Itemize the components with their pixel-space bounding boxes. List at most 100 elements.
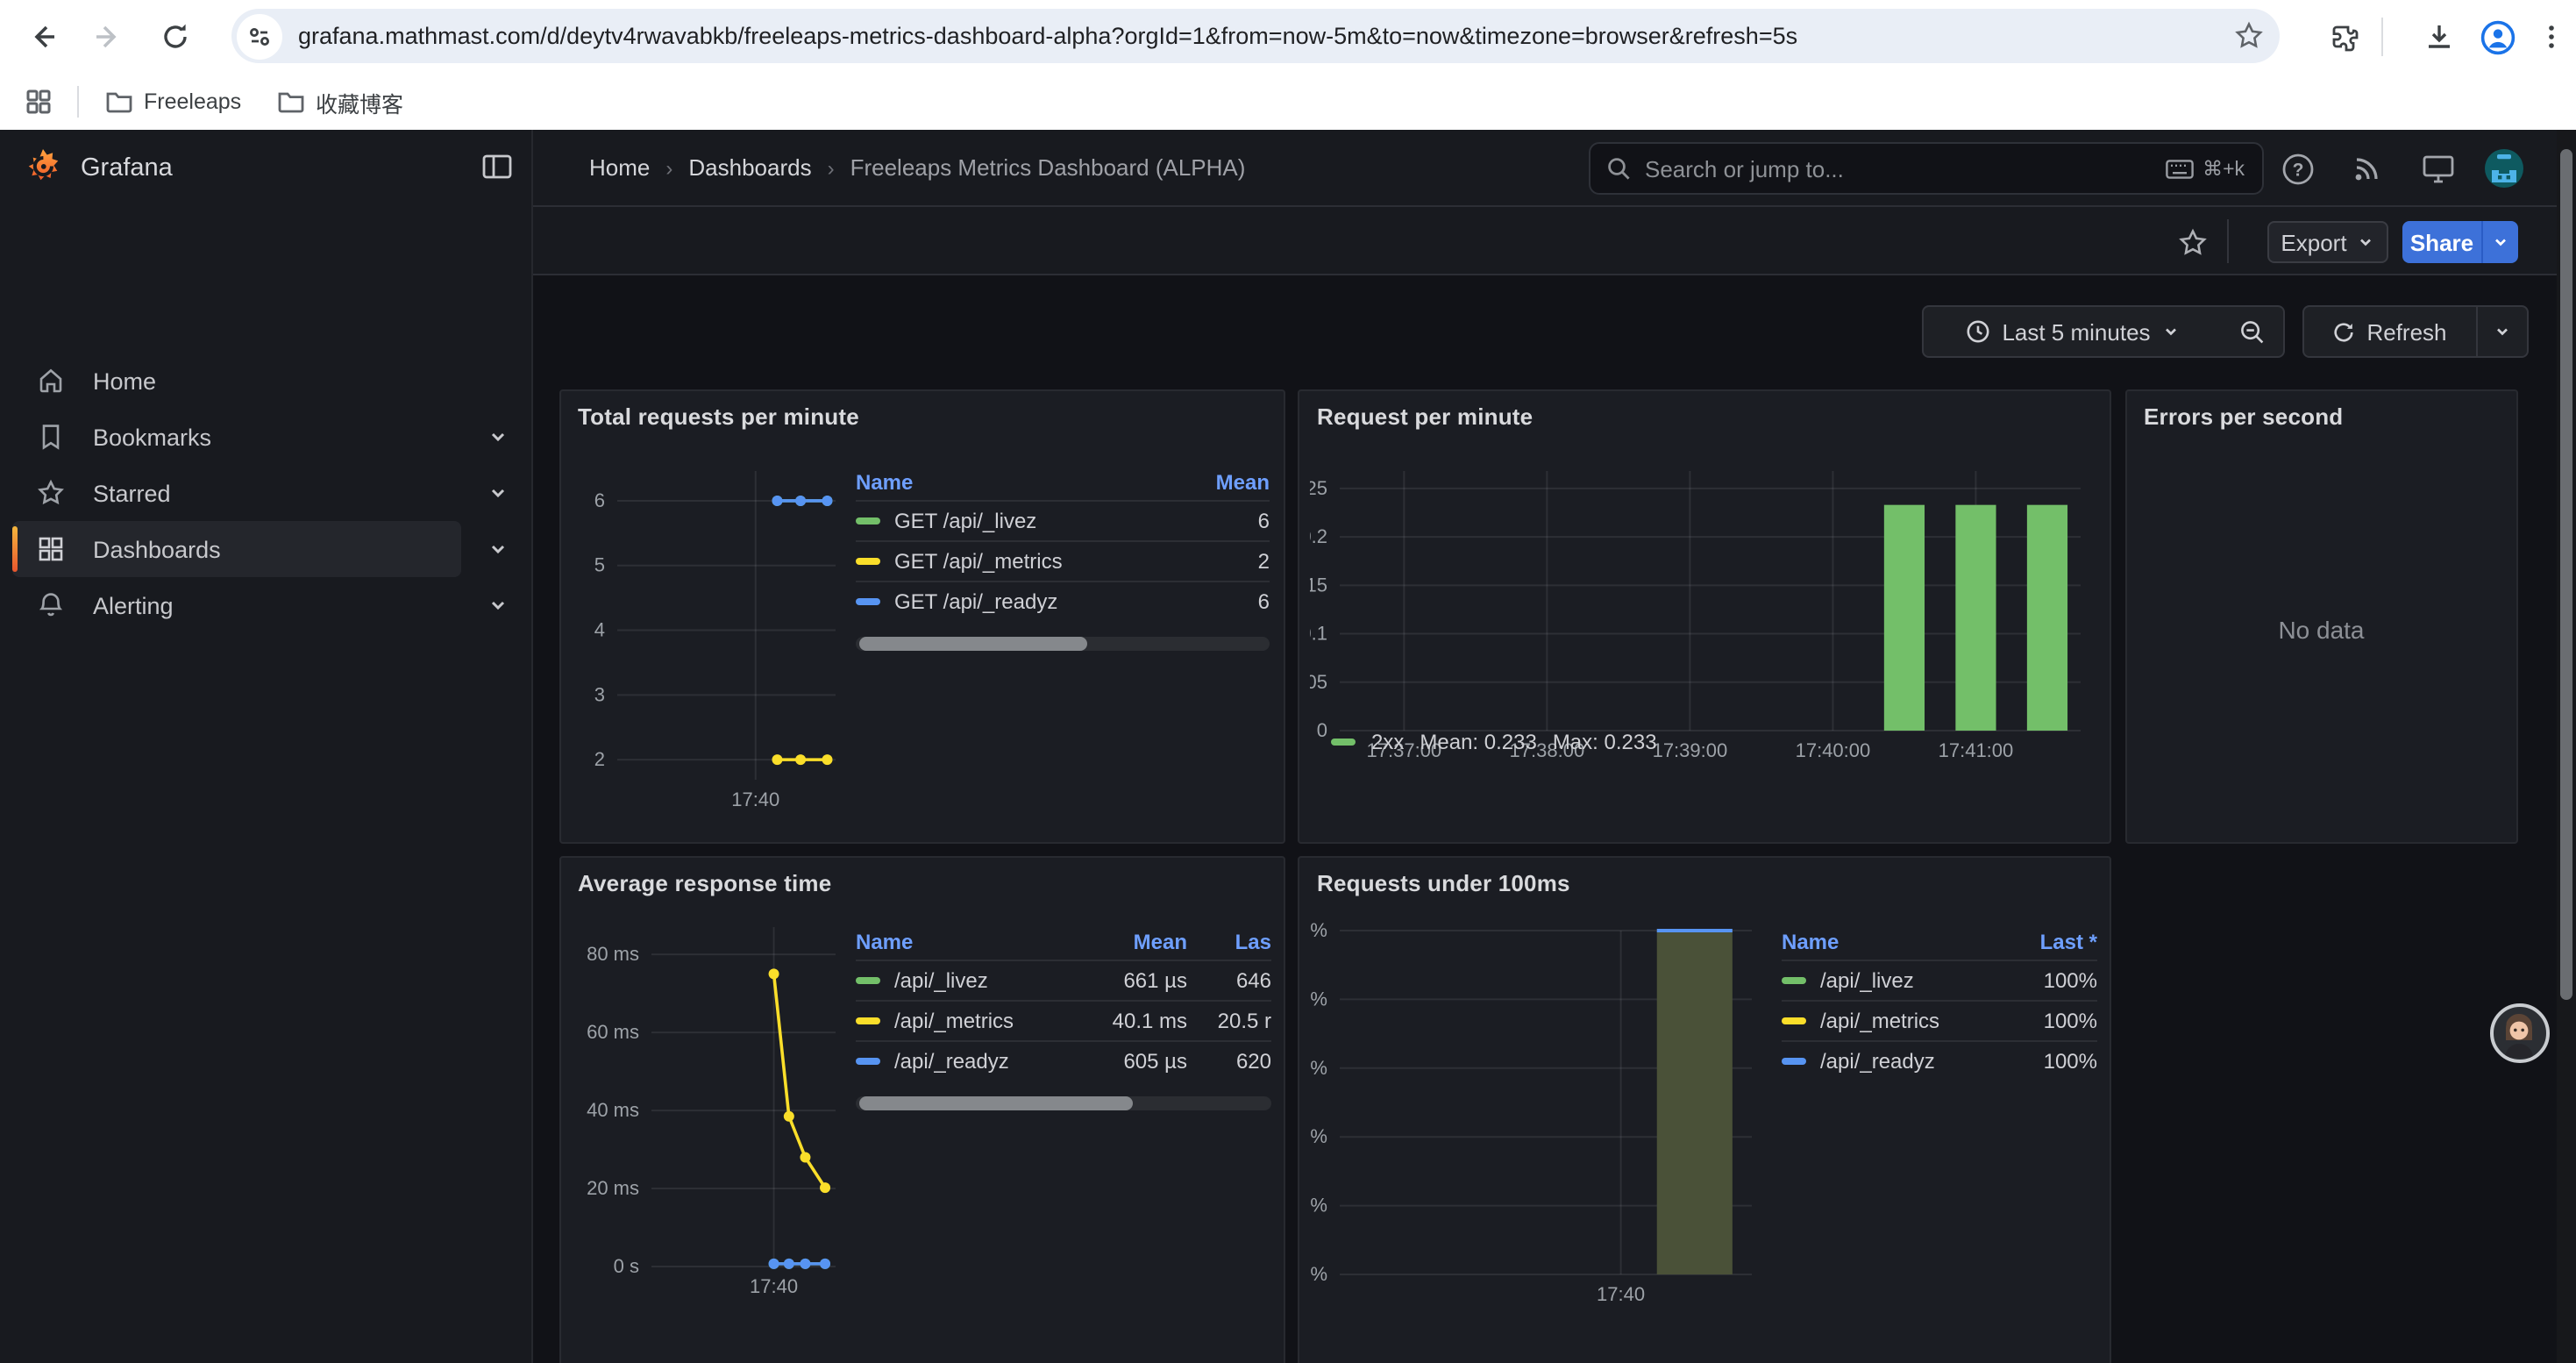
legend-col-mean[interactable]: Mean — [1133, 930, 1187, 954]
share-menu-button[interactable] — [2481, 221, 2517, 263]
panel-errors-per-second[interactable]: Errors per second No data — [2124, 389, 2518, 843]
export-button[interactable]: Export — [2267, 221, 2388, 263]
forward-button[interactable] — [84, 12, 133, 61]
panel-request-per-minute[interactable]: Request per minute 17:37:00 17:38:00 17:39… — [1298, 389, 2111, 843]
legend-row[interactable]: /api/_readyz 605 µs 620 — [856, 1040, 1271, 1081]
legend-col-mean[interactable]: Mean — [1215, 470, 1270, 495]
legend-max: Max: 0.233 — [1552, 730, 1657, 754]
scrollbar-thumb[interactable] — [2559, 149, 2572, 1000]
chevron-down-icon[interactable] — [487, 595, 509, 616]
legend-row[interactable]: /api/_readyz 100% — [1782, 1040, 2097, 1081]
legend-row[interactable]: /api/_livez 100% — [1782, 960, 2097, 1000]
sidebar-item-dashboards[interactable]: Dashboards — [12, 521, 461, 577]
bookmarks-bar: Freeleaps 收藏博客 — [0, 74, 2576, 130]
bookmark-star-icon[interactable] — [2234, 21, 2264, 51]
share-button[interactable]: Share — [2402, 221, 2481, 263]
sidebar: Grafana Home Bookmarks Starred — [0, 130, 533, 1363]
sidebar-item-alerting[interactable]: Alerting — [12, 577, 461, 633]
series-swatch[interactable] — [856, 558, 880, 565]
legend-row[interactable]: GET /api/_metrics 2 — [856, 540, 1270, 581]
series-swatch[interactable] — [1782, 1058, 1806, 1065]
panel-title: Total requests per minute — [578, 403, 859, 430]
svg-text:5: 5 — [594, 554, 604, 576]
chevron-down-icon[interactable] — [487, 539, 509, 560]
series-swatch — [1331, 739, 1356, 746]
dashboard-canvas: Last 5 minutes Refresh Total requests pe… — [533, 275, 2556, 1363]
legend-row[interactable]: /api/_metrics 100% — [1782, 1000, 2097, 1040]
svg-text:17:41:00: 17:41:00 — [1939, 739, 2014, 761]
favorite-star-icon[interactable] — [2171, 221, 2213, 263]
legend-scrollbar[interactable] — [856, 1096, 1271, 1110]
sidebar-item-starred[interactable]: Starred — [12, 465, 461, 521]
url-text: grafana.mathmast.com/d/deytv4rwavabkb/fr… — [298, 23, 1798, 49]
breadcrumb-dashboards[interactable]: Dashboards — [688, 154, 812, 181]
sidebar-item-bookmarks[interactable]: Bookmarks — [12, 409, 461, 465]
series-swatch[interactable] — [1782, 1017, 1806, 1024]
panel-total-requests[interactable]: Total requests per minute 17:40 2 3 4 5 6 Nam… — [559, 389, 1284, 843]
folder-icon — [278, 92, 304, 113]
apps-grid-icon[interactable] — [14, 77, 63, 126]
refresh-interval-button[interactable] — [2476, 305, 2529, 358]
legend-row[interactable]: GET /api/_readyz 6 — [856, 581, 1270, 621]
svg-text:0.05: 0.05 — [1310, 671, 1327, 693]
legend-row[interactable]: /api/_metrics 40.1 ms 20.5 r — [856, 1000, 1271, 1040]
help-icon[interactable]: ? — [2276, 147, 2318, 189]
series-swatch[interactable] — [1782, 977, 1806, 984]
user-avatar[interactable] — [2483, 147, 2525, 189]
legend-col-name[interactable]: Name — [1782, 930, 1839, 954]
chevron-down-icon[interactable] — [487, 426, 509, 447]
series-swatch[interactable] — [856, 1017, 880, 1024]
extensions-icon[interactable] — [2320, 12, 2369, 61]
svg-text:17:40: 17:40 — [730, 789, 779, 810]
series-swatch[interactable] — [856, 598, 880, 605]
monitor-icon[interactable] — [2416, 147, 2459, 189]
back-button[interactable] — [18, 12, 67, 61]
search-shortcut: ⌘+k — [2166, 156, 2245, 181]
rss-icon[interactable] — [2346, 147, 2388, 189]
sidebar-item-home[interactable]: Home — [12, 353, 461, 409]
legend-row[interactable]: /api/_livez 661 µs 646 — [856, 960, 1271, 1000]
downloads-icon[interactable] — [2415, 12, 2464, 61]
sidebar-item-label: Starred — [93, 480, 171, 506]
zoom-out-icon — [2241, 320, 2264, 343]
legend-col-name[interactable]: Name — [856, 930, 914, 954]
legend-col-last[interactable]: Last * — [2039, 930, 2097, 954]
time-range-label: Last 5 minutes — [2002, 318, 2151, 345]
bookmark-folder-label: 收藏博客 — [316, 92, 404, 117]
svg-text:20 ms: 20 ms — [586, 1177, 638, 1199]
series-swatch[interactable] — [856, 517, 880, 525]
no-data-message: No data — [2278, 616, 2365, 644]
panel-avg-response-time[interactable]: Average response time 17:40 0 s 20 ms 40 ms… — [559, 856, 1284, 1363]
bookmark-folder-blogs[interactable]: 收藏博客 — [267, 81, 414, 123]
breadcrumb-home[interactable]: Home — [589, 154, 651, 181]
profile-icon[interactable] — [2473, 12, 2522, 61]
svg-text:80 ms: 80 ms — [586, 943, 638, 965]
legend-line[interactable]: 2xx Mean: 0.233 Max: 0.233 — [1331, 730, 1657, 754]
url-bar[interactable]: grafana.mathmast.com/d/deytv4rwavabkb/fr… — [231, 9, 2280, 63]
browser-menu-icon[interactable] — [2527, 12, 2576, 61]
time-range-picker[interactable]: Last 5 minutes — [1922, 305, 2224, 358]
zoom-out-button[interactable] — [2222, 305, 2285, 358]
series-swatch[interactable] — [856, 977, 880, 984]
reload-button[interactable] — [151, 12, 200, 61]
svg-text:3: 3 — [594, 683, 604, 705]
legend-table: Name Mean GET /api/_livez 6 GET /api/_me… — [856, 465, 1270, 651]
floating-avatar[interactable] — [2490, 1003, 2550, 1063]
chevron-down-icon[interactable] — [487, 482, 509, 503]
bookmark-folder-freeleaps[interactable]: Freeleaps — [95, 81, 252, 123]
legend-col-last[interactable]: Las — [1235, 930, 1271, 954]
refresh-button[interactable]: Refresh — [2302, 305, 2477, 358]
legend-col-name[interactable]: Name — [856, 470, 914, 495]
search-icon — [1608, 158, 1630, 180]
legend-scrollbar[interactable] — [856, 637, 1270, 651]
browser-toolbar: grafana.mathmast.com/d/deytv4rwavabkb/fr… — [0, 0, 2576, 74]
search-input[interactable]: Search or jump to... ⌘+k — [1589, 142, 2264, 195]
series-swatch[interactable] — [856, 1058, 880, 1065]
panel-under-100ms[interactable]: Requests under 100ms 17:40 0% 20% 40% 60% 80%… — [1298, 856, 2111, 1363]
page-scrollbar[interactable] — [2556, 130, 2576, 1363]
site-settings-icon[interactable] — [237, 13, 282, 59]
bookmarks-divider — [77, 86, 79, 118]
sidebar-toggle-icon[interactable] — [482, 153, 512, 181]
legend-row[interactable]: GET /api/_livez 6 — [856, 500, 1270, 540]
request-per-minute-chart: 17:37:00 17:38:00 17:39:00 17:40:00 17:41:00… — [1310, 471, 2081, 761]
